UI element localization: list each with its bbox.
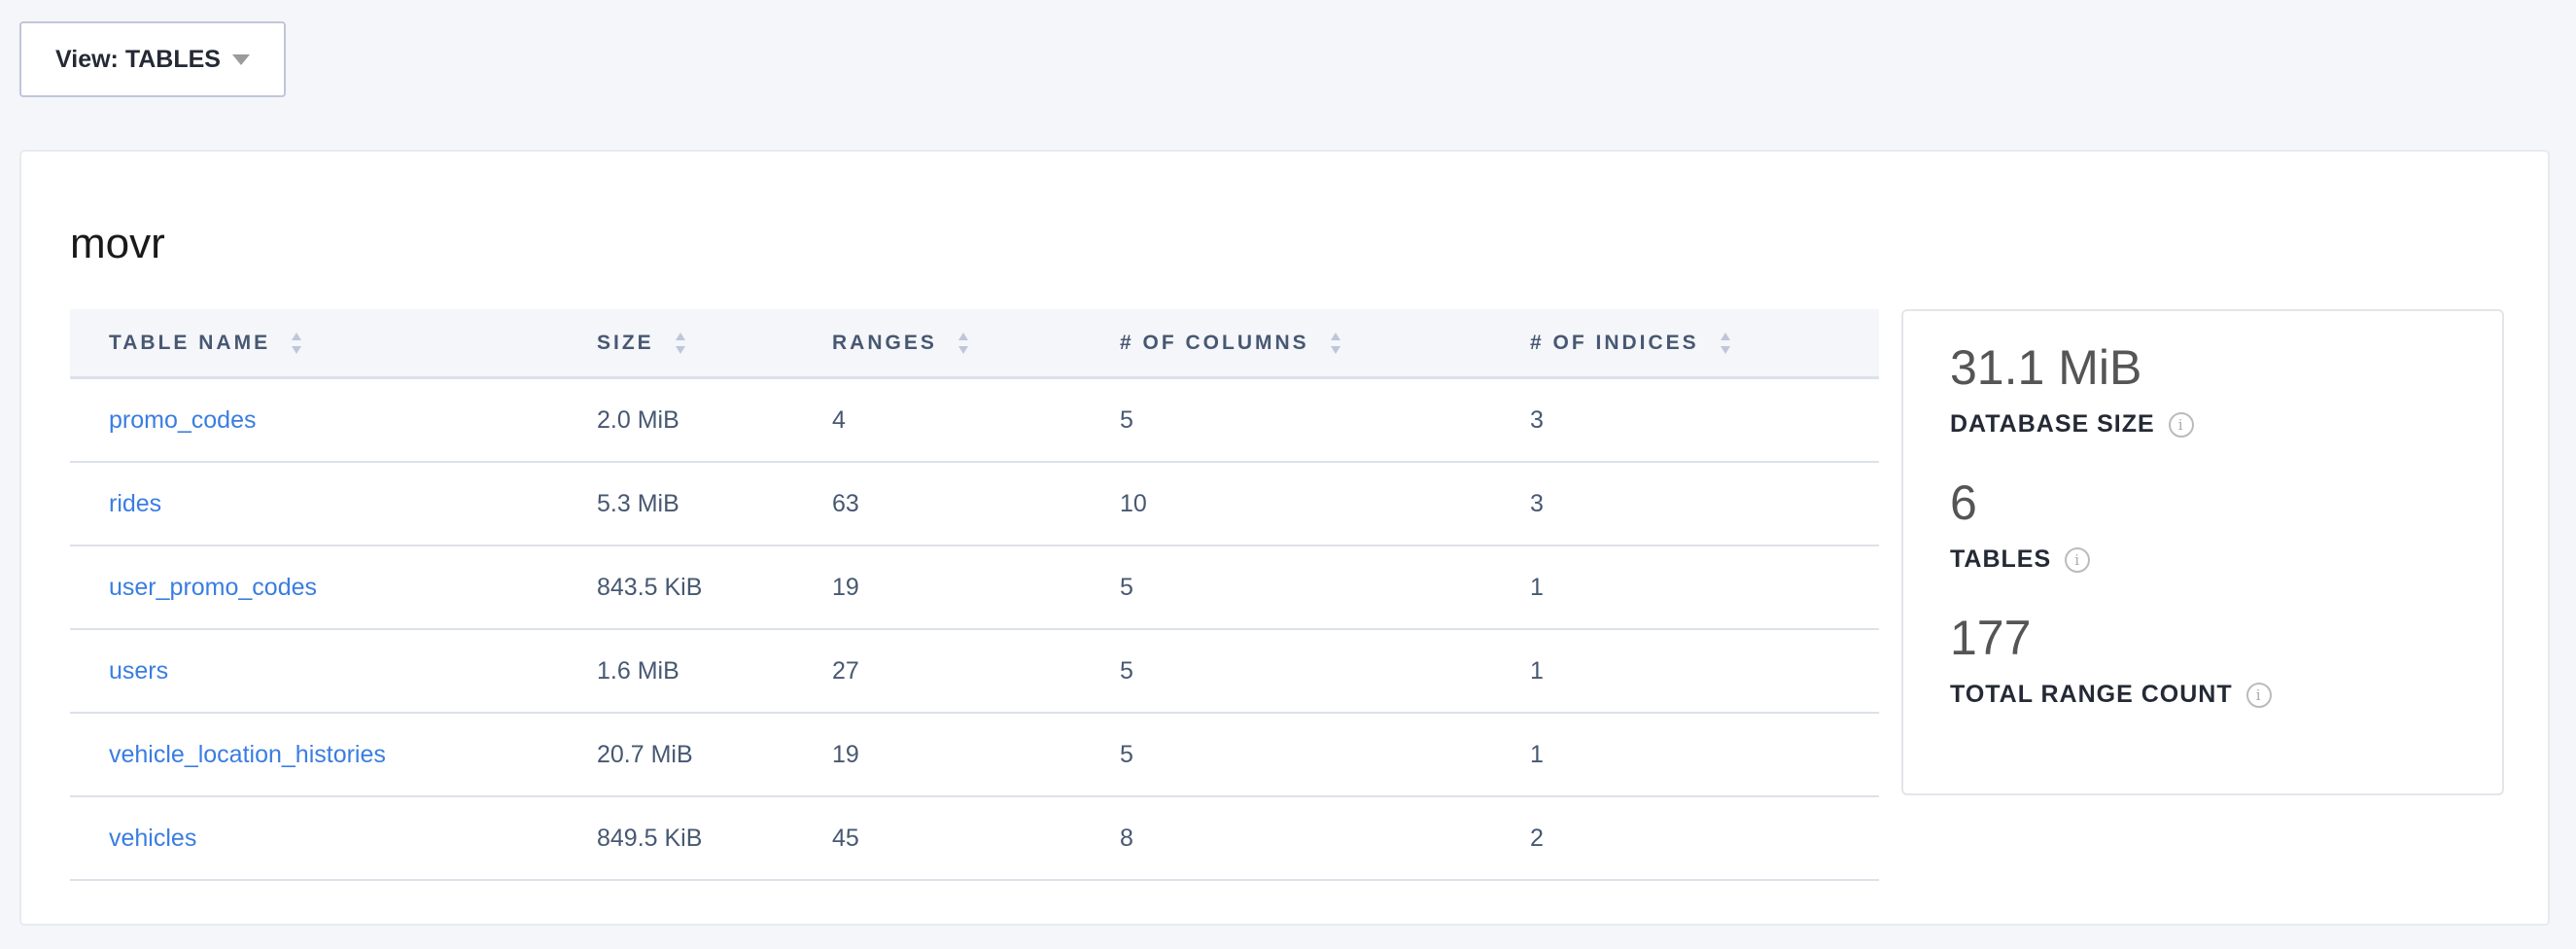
- table-row: vehicle_location_histories 20.7 MiB 19 5 1: [70, 713, 1879, 797]
- cell: 849.5 KiB: [597, 796, 832, 881]
- stat-value: 6: [1950, 475, 1977, 530]
- table-name-link[interactable]: users: [109, 656, 169, 685]
- stat-label: DATABASE SIZE: [1950, 410, 2155, 438]
- cell: vehicle_location_histories: [70, 713, 597, 797]
- table-row: user_promo_codes 843.5 KiB 19 5 1: [70, 545, 1879, 630]
- table-name-link[interactable]: user_promo_codes: [109, 573, 318, 601]
- stat-label-row: TABLES i: [1950, 545, 2502, 574]
- stat-value: 31.1 MiB: [1950, 340, 2142, 395]
- table-row: promo_codes 2.0 MiB 4 5 3: [70, 377, 1879, 463]
- sort-arrows-icon[interactable]: [1330, 332, 1342, 354]
- cell: 19: [832, 545, 1120, 630]
- sort-arrows-icon[interactable]: [292, 332, 303, 354]
- cell: 3: [1530, 462, 1879, 546]
- info-circle-icon[interactable]: i: [2065, 546, 2091, 573]
- stat-label-row: DATABASE SIZE i: [1950, 410, 2502, 439]
- database-summary: 31.1 MiB DATABASE SIZE i 6 TABLES i 177 TOTAL R…: [1901, 309, 2504, 795]
- database-card: movr TABLE NAME SIZE RANGES # OF COLUMNS # O…: [19, 150, 2550, 926]
- column-header-of-indices[interactable]: # OF INDICES: [1530, 309, 1879, 379]
- info-circle-icon[interactable]: i: [2168, 411, 2194, 438]
- cell: 5: [1120, 377, 1530, 463]
- table-row: rides 5.3 MiB 63 10 3: [70, 462, 1879, 546]
- stat-label-row: TOTAL RANGE COUNT i: [1950, 681, 2502, 709]
- cell: 5: [1120, 713, 1530, 797]
- column-header-of-columns[interactable]: # OF COLUMNS: [1120, 309, 1530, 379]
- caret-down-icon: [231, 53, 250, 65]
- column-header-size[interactable]: SIZE: [597, 309, 832, 379]
- table-name-link[interactable]: rides: [109, 489, 162, 517]
- cell: 8: [1120, 796, 1530, 881]
- stat-label: TOTAL RANGE COUNT: [1950, 681, 2233, 708]
- cell: 27: [832, 629, 1120, 714]
- sort-arrows-icon[interactable]: [675, 332, 687, 354]
- cell: 19: [832, 713, 1120, 797]
- cell: promo_codes: [70, 377, 597, 463]
- table-row: users 1.6 MiB 27 5 1: [70, 629, 1879, 714]
- table-name-link[interactable]: promo_codes: [109, 405, 257, 434]
- column-header-ranges[interactable]: RANGES: [832, 309, 1120, 379]
- cell: 20.7 MiB: [597, 713, 832, 797]
- sort-arrows-icon[interactable]: [957, 332, 970, 354]
- cell: 5.3 MiB: [597, 462, 832, 546]
- table-row: vehicles 849.5 KiB 45 8 2: [70, 796, 1879, 881]
- column-header-table-name[interactable]: TABLE NAME: [70, 309, 597, 379]
- tables-table: TABLE NAME SIZE RANGES # OF COLUMNS # OF IND…: [70, 309, 1879, 881]
- cell: 4: [832, 377, 1120, 463]
- cell: rides: [70, 462, 597, 546]
- table-name-link[interactable]: vehicles: [109, 824, 197, 852]
- column-header-label: # OF COLUMNS: [1120, 331, 1309, 354]
- table-name-link[interactable]: vehicle_location_histories: [109, 740, 386, 768]
- info-circle-icon[interactable]: i: [2245, 682, 2272, 708]
- cell: users: [70, 629, 597, 714]
- cell: 843.5 KiB: [597, 545, 832, 630]
- cell: 5: [1120, 629, 1530, 714]
- cell: 63: [832, 462, 1120, 546]
- cell: 10: [1120, 462, 1530, 546]
- column-header-label: # OF INDICES: [1530, 331, 1699, 354]
- cell: 2: [1530, 796, 1879, 881]
- view-selector-label: View: TABLES: [55, 45, 221, 73]
- stat-value: 177: [1950, 611, 2032, 665]
- view-selector-dropdown[interactable]: View: TABLES: [19, 21, 286, 97]
- cell: 1: [1530, 713, 1879, 797]
- cell: vehicles: [70, 796, 597, 881]
- column-header-label: RANGES: [832, 331, 937, 354]
- cell: 3: [1530, 377, 1879, 463]
- column-header-label: SIZE: [597, 331, 654, 354]
- sort-arrows-icon[interactable]: [1720, 332, 1732, 354]
- database-title: movr: [70, 220, 165, 267]
- cell: 1: [1530, 545, 1879, 630]
- cell: 1: [1530, 629, 1879, 714]
- cell: 2.0 MiB: [597, 377, 832, 463]
- cell: user_promo_codes: [70, 545, 597, 630]
- stat-label: TABLES: [1950, 545, 2052, 573]
- cell: 1.6 MiB: [597, 629, 832, 714]
- cell: 5: [1120, 545, 1530, 630]
- column-header-label: TABLE NAME: [109, 331, 271, 354]
- cell: 45: [832, 796, 1120, 881]
